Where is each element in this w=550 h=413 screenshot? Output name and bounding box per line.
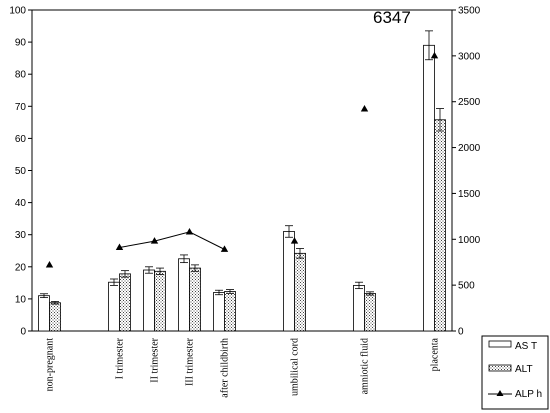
right-tick-label: 2000	[458, 143, 481, 154]
legend-label-ast: AS T	[515, 341, 537, 352]
alt-bar	[364, 293, 376, 332]
alp-marker	[430, 51, 439, 59]
ast-bar	[423, 44, 435, 332]
right-tick-label: 3000	[458, 51, 481, 62]
legend: AS T ALT ALP h	[481, 335, 549, 410]
alp-marker	[150, 237, 159, 244]
left-tick-label: 0	[20, 327, 26, 338]
right-tick-label: 500	[458, 281, 475, 292]
right-tick-label: 2500	[458, 97, 481, 108]
right-tick-label: 0	[458, 327, 464, 338]
left-tick-label: 100	[9, 6, 26, 17]
legend-label-alt: ALT	[515, 364, 533, 375]
plot-area	[31, 9, 453, 332]
category-label: amniotic fluid	[360, 338, 371, 394]
alp-marker	[45, 260, 54, 268]
alt-bar	[224, 291, 236, 332]
category-label: III trimester	[185, 337, 196, 386]
legend-swatch-ast	[488, 340, 512, 348]
left-tick-label: 40	[15, 198, 27, 209]
left-tick-label: 10	[15, 294, 27, 305]
alp-series	[45, 51, 439, 268]
ast-bar	[353, 285, 365, 332]
alp-marker	[115, 243, 124, 251]
left-tick-label: 30	[15, 230, 27, 241]
alp-marker	[185, 227, 194, 235]
ast-bar	[108, 281, 120, 332]
legend-swatch-alt	[488, 364, 512, 372]
right-y-axis: 0 500 1000 1500 2000 2500 3000 3500	[452, 6, 481, 338]
category-label: placenta	[430, 337, 441, 371]
alp-marker	[220, 245, 229, 252]
left-y-axis: 0 10 20 30 40 50 60 70 80 90 100	[9, 6, 32, 338]
category-label: II trimester	[150, 337, 161, 382]
left-tick-label: 60	[15, 134, 27, 145]
alp-marker	[360, 105, 369, 112]
legend-box	[481, 335, 549, 410]
category-label: umbilical cord	[290, 338, 301, 396]
annotation-label: 6347	[373, 8, 411, 27]
category-label: after childbirth	[220, 338, 231, 398]
right-tick-label: 3500	[458, 6, 481, 17]
ast-bar	[178, 258, 190, 332]
category-labels: non-pregnant I trimester II trimester III t…	[45, 337, 441, 397]
left-tick-label: 80	[15, 70, 27, 81]
right-tick-label: 1000	[458, 235, 481, 246]
left-tick-label: 90	[15, 38, 27, 49]
legend-label-alp: ALP h	[515, 389, 542, 400]
category-label: I trimester	[115, 337, 126, 379]
alt-bar	[49, 302, 61, 332]
alp-marker	[290, 237, 299, 244]
alt-bar	[189, 267, 201, 332]
left-tick-label: 70	[15, 102, 27, 113]
alt-bar	[294, 252, 306, 332]
ast-bar	[283, 231, 295, 332]
bar-series	[38, 30, 446, 332]
right-tick-label: 1500	[458, 189, 481, 200]
left-tick-label: 20	[15, 262, 27, 273]
alt-bar	[119, 273, 131, 332]
alt-bar	[434, 119, 446, 332]
ast-bar	[213, 292, 225, 332]
alt-bar	[154, 270, 166, 332]
legend-marker-alp	[496, 390, 504, 396]
ast-bar	[143, 269, 155, 332]
alp-line	[119, 231, 225, 250]
left-tick-label: 50	[15, 166, 27, 177]
category-label: non-pregnant	[45, 338, 56, 392]
ast-bar	[38, 295, 50, 332]
